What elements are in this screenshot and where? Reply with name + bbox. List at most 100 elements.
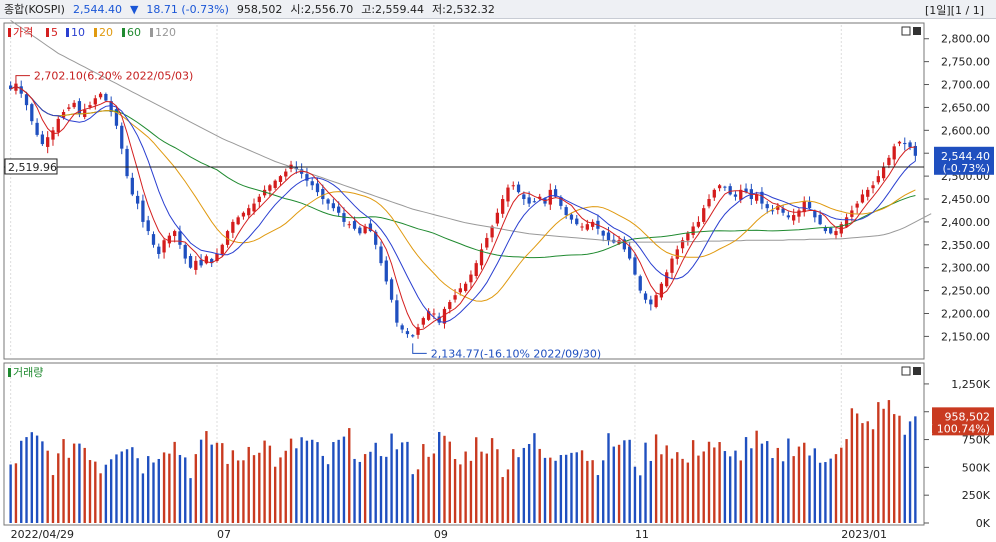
candle-body: [157, 246, 161, 254]
volume-bar: [506, 469, 510, 523]
candle-body: [717, 185, 722, 189]
candle-body: [802, 201, 806, 213]
candle-body: [448, 302, 452, 309]
candle-body: [702, 208, 706, 222]
candle-body: [754, 194, 759, 201]
candle-body: [744, 188, 748, 193]
candle-body: [501, 199, 505, 214]
legend-ma-marker: [94, 28, 97, 37]
candle-body: [210, 258, 214, 264]
candle-body: [485, 237, 489, 248]
x-tick-label: 11: [635, 528, 649, 541]
volume-bar: [898, 415, 901, 523]
candle-body: [167, 235, 172, 244]
volume-bar: [459, 464, 462, 523]
candle-body: [384, 260, 388, 282]
volume-bar: [639, 475, 642, 523]
volume-bar: [834, 454, 838, 523]
max-annotation-leader: [15, 75, 30, 84]
candle-body: [876, 176, 880, 183]
high-value: 고:2,559.44: [361, 3, 425, 16]
candle-body: [61, 112, 66, 118]
candle-body: [691, 226, 695, 235]
volume-bar: [99, 473, 102, 523]
candle-body: [363, 226, 367, 234]
candle-body: [395, 300, 399, 323]
volume-bar: [554, 460, 557, 523]
candle-body: [40, 134, 45, 145]
candle-body: [374, 231, 378, 245]
volume-bar: [131, 447, 134, 523]
candle-body: [532, 201, 537, 203]
candle-body: [194, 260, 198, 270]
volume-bar: [41, 441, 44, 523]
candle-body: [622, 239, 627, 250]
volume-bar: [908, 421, 912, 523]
volume-maximize-icon[interactable]: [901, 366, 911, 376]
volume-bar: [776, 447, 779, 523]
volume-bar: [464, 451, 467, 523]
volume-bar: [771, 458, 774, 523]
candle-body: [257, 196, 261, 203]
last-price-label: 2,544.40: [941, 150, 990, 163]
volume-bar: [152, 462, 155, 523]
candle-body: [860, 194, 865, 203]
candle-body: [712, 189, 716, 198]
price-tick-label: 2,250.00: [941, 285, 990, 298]
volume-bar: [109, 459, 113, 523]
candle-body: [310, 181, 314, 186]
candle-body: [114, 109, 119, 126]
volume-bar: [734, 450, 737, 523]
close-panel-icon[interactable]: [913, 27, 921, 35]
volume-bar: [162, 452, 166, 523]
stock-chart[interactable]: 2,519.96 2,702.10(6.20% 2022/05/03) 2,134.…: [0, 19, 996, 542]
candle-body: [696, 221, 701, 227]
volume-bar: [332, 442, 335, 523]
legend-ma-marker: [150, 28, 153, 37]
volume-bar: [46, 450, 49, 523]
volume-bar: [72, 443, 76, 523]
legend-price-label: 가격: [13, 26, 33, 39]
volume-bar: [173, 441, 176, 523]
candle-body: [93, 98, 97, 105]
candle-body: [686, 233, 690, 241]
candle-body: [834, 231, 838, 236]
candle-body: [829, 227, 833, 234]
volume-bar: [866, 421, 869, 523]
volume-bar: [818, 462, 822, 523]
volume-bar: [94, 461, 97, 523]
volume-bar: [295, 448, 298, 523]
volume-bar: [184, 457, 187, 523]
volume-bar: [337, 439, 340, 523]
volume-close-icon[interactable]: [913, 367, 921, 375]
candle-body: [527, 197, 531, 204]
candle-body: [628, 246, 632, 259]
legend-price-marker: [8, 28, 11, 37]
volume-bar: [676, 452, 679, 523]
volume-bar: [411, 474, 414, 523]
candle-body: [225, 231, 230, 245]
candle-body: [633, 257, 637, 275]
volume-bar: [268, 445, 272, 523]
period-selector[interactable]: [1일][1 / 1]: [925, 4, 984, 17]
price-tick-label: 2,200.00: [941, 307, 990, 320]
volume-bar: [824, 462, 827, 523]
volume-bar: [252, 455, 256, 523]
candle-body: [9, 85, 13, 90]
volume-tick-label: 500K: [962, 461, 991, 474]
legend-ma-120: 120: [155, 26, 176, 39]
maximize-icon[interactable]: [901, 26, 911, 36]
x-tick-label: 2023/01: [841, 528, 887, 541]
candle-body: [432, 313, 436, 315]
volume-bar: [760, 443, 764, 523]
volume-bar: [57, 453, 60, 523]
candle-body: [204, 256, 209, 264]
candle-body: [580, 226, 584, 228]
volume-bar: [147, 456, 150, 523]
candle-body: [442, 308, 447, 324]
legend-ma-20: 20: [99, 26, 113, 39]
volume-bar: [713, 447, 716, 523]
last-volume-pct-label: ( 100.74%): [929, 422, 990, 435]
price-panel-frame: [3, 22, 925, 360]
index-name: 종합(KOSPI): [4, 3, 65, 16]
